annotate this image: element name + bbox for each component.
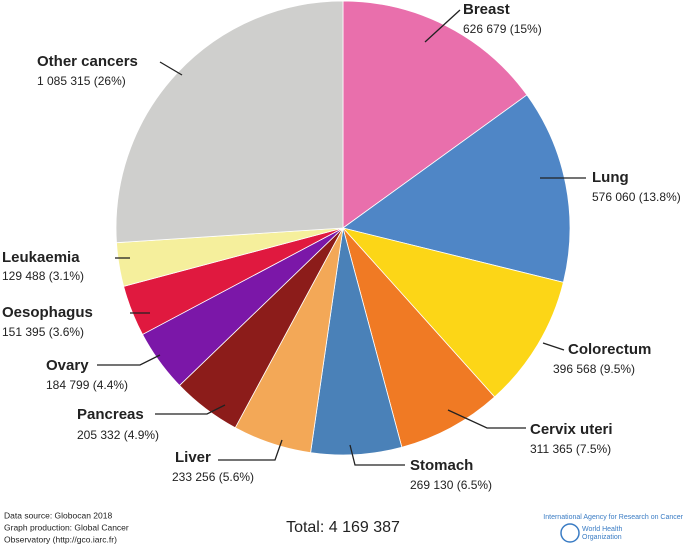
source-line: Observatory (http://gco.iarc.fr) [4,534,117,544]
leader-line [447,409,526,429]
slice-label: Pancreas [77,406,144,423]
leader-line [97,354,161,366]
leader-line [349,444,405,466]
pie-slice [342,0,528,229]
leader-line [542,342,565,351]
slice-label: Other cancers [37,53,138,70]
source-line: Data source: Globocan 2018 [4,510,112,520]
value-label: 151 395 (3.6%) [2,325,84,339]
slice-label: Liver [175,449,211,466]
leader-line [424,9,461,43]
pie-slice [341,227,564,398]
slice-label: Breast [463,1,510,18]
slice-label: Colorectum [568,341,651,358]
who-logo [560,523,580,543]
leader-line [218,439,283,461]
slice-label: Cervix uteri [530,421,613,438]
slice-label: Stomach [410,457,473,474]
value-label: 311 365 (7.5%) [530,442,611,456]
source-line: Graph production: Global Cancer [4,522,129,532]
value-label: 576 060 (13.8%) [592,190,681,204]
value-label: 269 130 (6.5%) [410,478,492,492]
value-label: 396 568 (9.5%) [553,362,635,376]
pie-slice [342,94,571,283]
slice-label: Ovary [46,357,89,374]
logo-text: World Health [582,526,622,533]
value-label: 1 085 315 (26%) [37,74,126,88]
value-label: 184 799 (4.4%) [46,378,128,392]
total-label: Total: 4 169 387 [286,519,400,536]
leader-line [155,404,226,415]
slice-label: Leukaemia [2,249,80,266]
value-label: 129 488 (3.1%) [2,269,84,283]
value-label: 233 256 (5.6%) [172,470,254,484]
logo-text: International Agency for Research on Can… [543,514,683,521]
slice-label: Oesophagus [2,304,93,321]
logo-text: Organization [582,534,622,541]
pie-slice [342,227,496,448]
pie-slice [115,0,344,244]
slice-label: Lung [592,169,629,186]
value-label: 626 679 (15%) [463,22,542,36]
leader-line [159,61,183,76]
value-label: 205 332 (4.9%) [77,428,159,442]
